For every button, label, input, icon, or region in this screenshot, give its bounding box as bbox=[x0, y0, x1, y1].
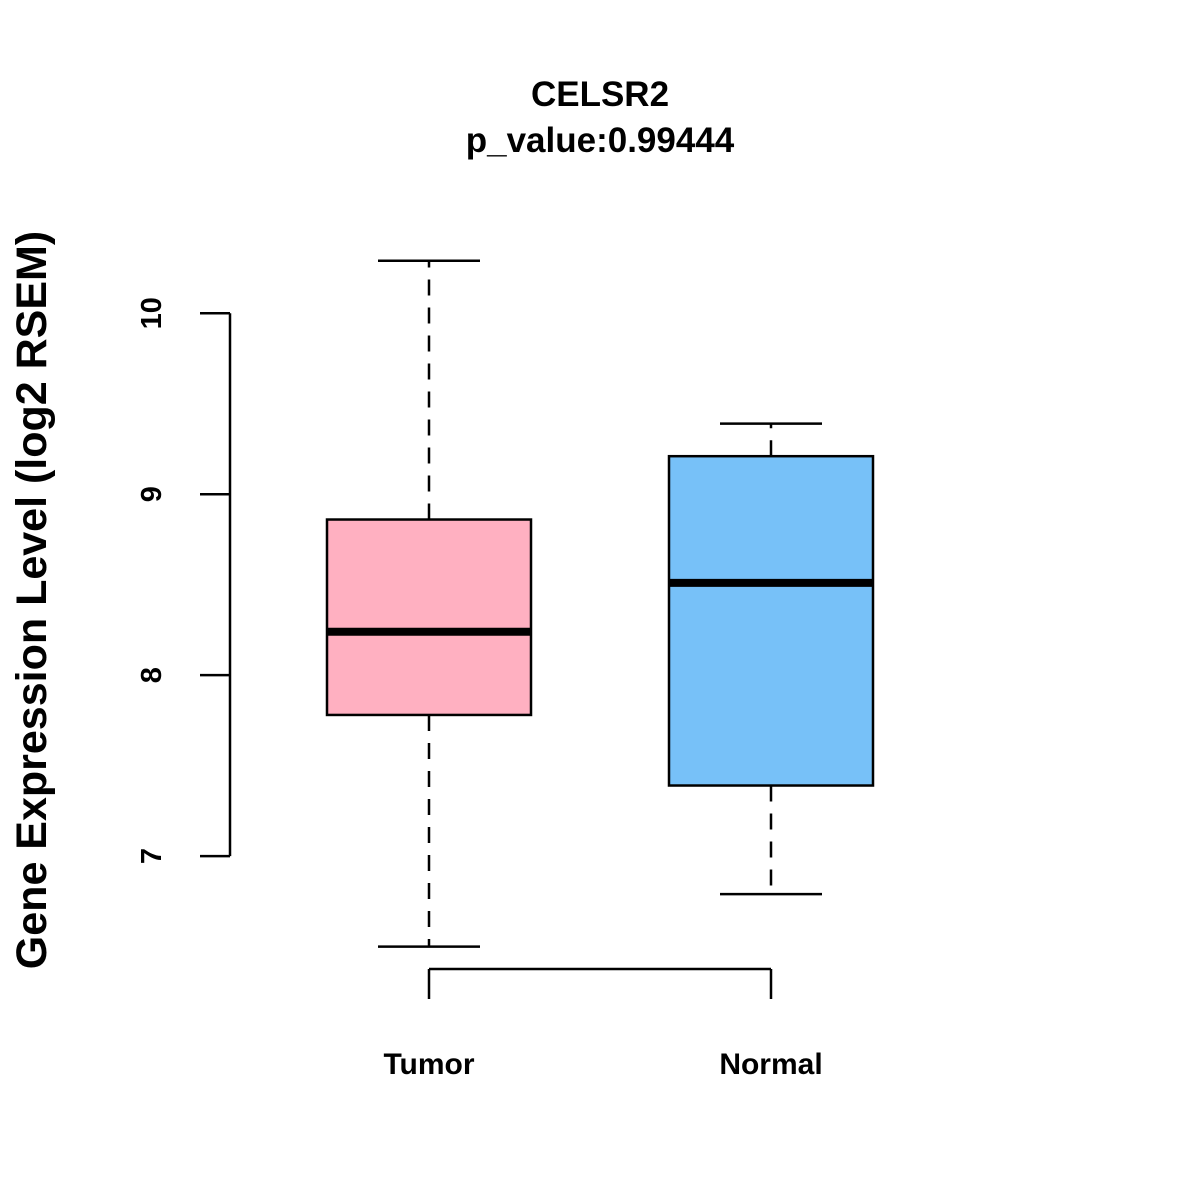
y-axis: 7 8 9 10 bbox=[136, 297, 232, 864]
box-group bbox=[325, 259, 875, 948]
y-tick-label: 8 bbox=[136, 667, 168, 683]
y-axis-label: Gene Expression Level (log2 RSEM) bbox=[8, 231, 56, 969]
chart-subtitle: p_value:0.99444 bbox=[466, 121, 735, 160]
x-tick-label: Tumor bbox=[383, 1048, 474, 1081]
box-iqr bbox=[667, 454, 875, 787]
x-axis: Tumor Normal bbox=[383, 967, 823, 1081]
chart-title: CELSR2 bbox=[531, 75, 669, 114]
box-normal bbox=[667, 422, 875, 896]
y-tick-label: 7 bbox=[136, 848, 168, 864]
x-tick-label: Normal bbox=[719, 1048, 822, 1081]
box-tumor bbox=[325, 259, 533, 948]
y-tick-label: 9 bbox=[136, 486, 168, 502]
box-iqr bbox=[325, 518, 533, 717]
y-tick-label: 10 bbox=[136, 297, 168, 329]
